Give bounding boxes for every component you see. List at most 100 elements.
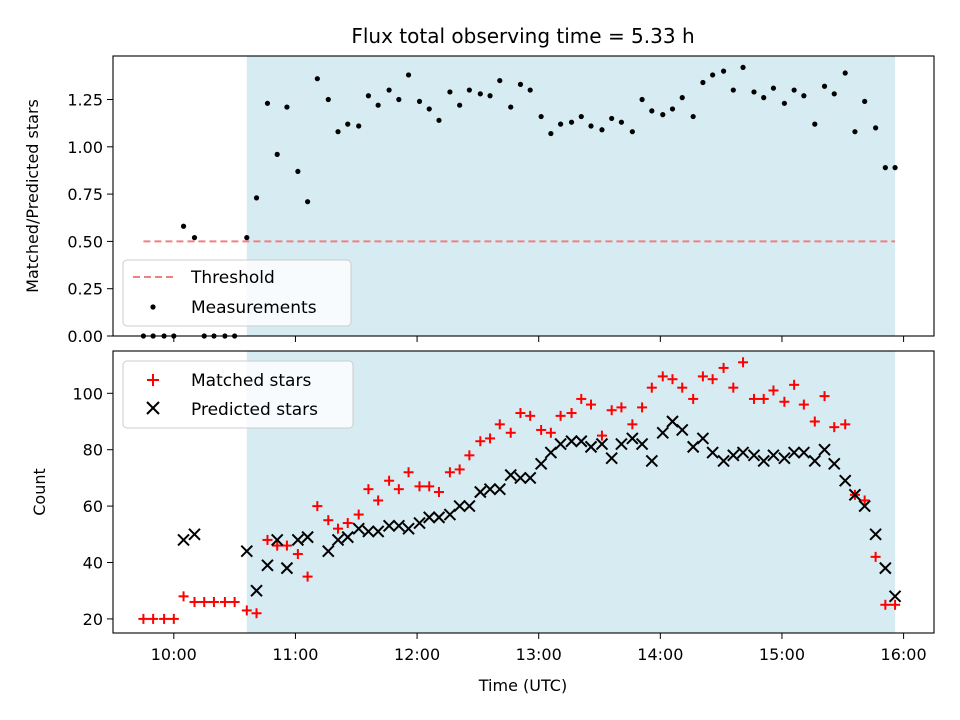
measurement-point xyxy=(487,93,493,99)
axes-frame xyxy=(112,350,935,634)
x-tick-label: 11:00 xyxy=(272,645,318,664)
observing-span-shade xyxy=(246,56,896,336)
predicted-star-point xyxy=(291,533,305,547)
matched-star-point xyxy=(312,501,323,512)
measurement-point xyxy=(599,127,605,133)
x-axis-ticks xyxy=(173,336,905,342)
measurement-point xyxy=(284,104,290,110)
y-tick-label: 20 xyxy=(83,610,103,629)
matched-star-point xyxy=(768,385,779,396)
measurement-point xyxy=(517,81,524,87)
predicted-star-point xyxy=(177,533,190,547)
chart-title: Flux total observing time = 5.33 h xyxy=(351,24,694,48)
predicted-star-point xyxy=(888,590,902,603)
measurement-point xyxy=(508,104,514,110)
measurement-point xyxy=(396,96,402,103)
y-tick-label: 0.50 xyxy=(67,232,103,251)
predicted-star-point xyxy=(869,528,882,541)
measurement-point xyxy=(873,125,879,131)
matched-star-point xyxy=(586,399,597,410)
x-tick-label: 10:00 xyxy=(151,645,197,664)
matched-star-point xyxy=(384,475,395,486)
matched-star-point xyxy=(272,540,283,551)
measurement-point xyxy=(812,121,818,127)
measurement-point xyxy=(730,87,736,93)
matched-star-point xyxy=(251,608,262,619)
measurement-point xyxy=(761,95,767,101)
predicted-star-point xyxy=(382,519,396,533)
y-tick-label: 0.25 xyxy=(67,280,103,299)
matched-star-point xyxy=(159,613,170,624)
matched-star-point xyxy=(515,408,526,419)
measurement-point xyxy=(842,70,848,76)
predicted-star-point xyxy=(362,525,375,538)
matched-star-point xyxy=(596,430,607,441)
measurement-point xyxy=(386,87,392,93)
predicted-star-point xyxy=(635,437,649,451)
measurement-point xyxy=(639,96,645,103)
measurement-point xyxy=(335,129,341,135)
x-tick-label: 14:00 xyxy=(637,645,683,664)
predicted-star-point xyxy=(565,435,578,448)
matched-star-point xyxy=(444,467,455,478)
predicted-star-point xyxy=(301,530,314,544)
count-panel: 20 40 60 80 100 10:00 11:00 12:00 13:00 14:00 15:… xyxy=(30,350,935,695)
matched-star-point xyxy=(859,495,870,506)
x-tick-label: 15:00 xyxy=(759,645,805,664)
matched-star-point xyxy=(798,399,809,410)
predicted-star-point xyxy=(575,435,588,448)
x-tick-label: 13:00 xyxy=(516,645,562,664)
measurement-point xyxy=(365,93,372,99)
measurement-point xyxy=(457,102,463,108)
predicted-star-point xyxy=(352,522,365,535)
predicted-star-point xyxy=(696,432,710,445)
measurement-point xyxy=(862,98,868,105)
predicted-star-point xyxy=(322,545,335,558)
y-axis-ticks: 0.00 0.25 0.50 0.75 1.00 1.25 xyxy=(67,91,113,346)
matched-star-point xyxy=(138,613,149,624)
y-tick-label: 40 xyxy=(83,554,103,573)
predicted-star-point xyxy=(767,449,780,462)
predicted-star-point xyxy=(413,516,426,530)
predicted-star-point xyxy=(493,482,506,496)
y-tick-label: 60 xyxy=(83,497,103,516)
measurement-point xyxy=(660,112,666,118)
measurement-point xyxy=(821,83,828,89)
matched-star-point xyxy=(148,613,159,624)
matched-star-point xyxy=(353,509,364,520)
measurement-point xyxy=(416,98,423,105)
matched-star-point xyxy=(424,481,435,492)
measurement-point xyxy=(618,119,625,125)
measurement-point xyxy=(314,76,320,82)
predicted-star-point xyxy=(797,446,811,459)
observing-span-shade xyxy=(246,351,896,633)
measurement-point xyxy=(426,106,432,112)
x-axis-ticks: 10:00 11:00 12:00 13:00 14:00 15:00 16:00 xyxy=(151,633,927,664)
y-axis-ticks: 20 40 60 80 100 xyxy=(72,384,113,629)
matched-star-point xyxy=(241,605,252,616)
predicted-star-point xyxy=(423,511,436,524)
matched-star-point xyxy=(414,481,425,492)
matched-star-point xyxy=(494,419,505,430)
matched-star-point xyxy=(576,393,587,404)
measurement-point xyxy=(690,113,696,120)
matched-star-point xyxy=(199,596,210,607)
matched-star-point xyxy=(485,433,496,444)
matched-star-point xyxy=(738,357,749,368)
matched-star-point xyxy=(555,410,566,421)
matched-star-point xyxy=(697,371,708,382)
measurement-point xyxy=(527,87,533,93)
predicted-star-point xyxy=(341,530,354,544)
predicted-star-point xyxy=(331,533,345,547)
measurement-point xyxy=(882,165,888,171)
matched-star-point xyxy=(707,374,718,385)
predicted-star-point xyxy=(848,488,862,502)
measurement-point xyxy=(447,89,453,95)
matched-star-point xyxy=(189,596,200,607)
measurement-point xyxy=(466,87,472,93)
predicted-star-point xyxy=(504,468,517,482)
matched-star-point xyxy=(627,419,638,430)
predicted-star-point xyxy=(432,511,446,524)
legend-entry-threshold: Threshold xyxy=(190,268,275,288)
predicted-star-point xyxy=(463,499,476,513)
